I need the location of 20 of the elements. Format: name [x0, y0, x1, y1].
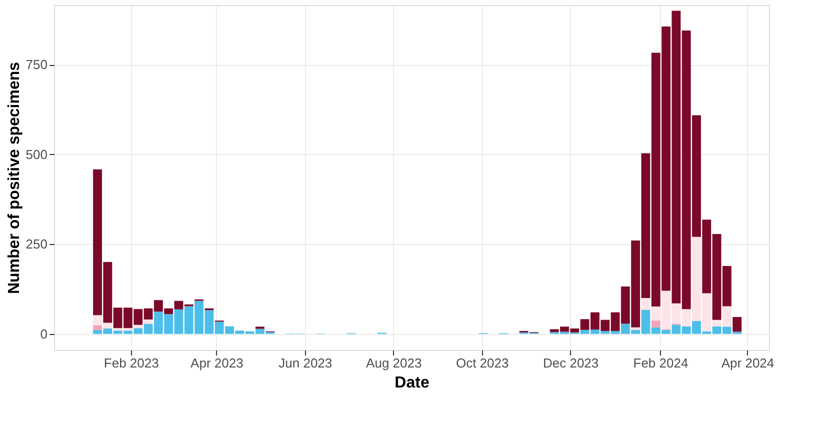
x-tick-label: Apr 2024	[721, 356, 774, 370]
bar	[651, 320, 660, 328]
bar	[134, 324, 143, 328]
bar	[144, 319, 153, 324]
x-tick-label: Oct 2023	[456, 356, 509, 370]
x-tick-label: Feb 2023	[104, 356, 159, 370]
x-tick-label: Aug 2023	[366, 356, 422, 370]
y-tick-label: 0	[40, 326, 48, 342]
y-axis-title: Number of positive specimens	[6, 62, 23, 294]
y-tick-label: 500	[26, 146, 48, 162]
x-tick-label: Jun 2023	[278, 356, 332, 370]
x-tick-label: Apr 2023	[190, 356, 244, 370]
bar	[93, 325, 102, 330]
y-tick-label: 250	[26, 236, 48, 252]
x-tick-label: Feb 2024	[633, 356, 688, 370]
bar	[732, 316, 742, 332]
x-axis-title: Date	[394, 374, 430, 392]
bar	[631, 327, 640, 330]
y-tick-label: 750	[26, 57, 48, 72]
x-tick-label: Dec 2023	[542, 356, 599, 370]
